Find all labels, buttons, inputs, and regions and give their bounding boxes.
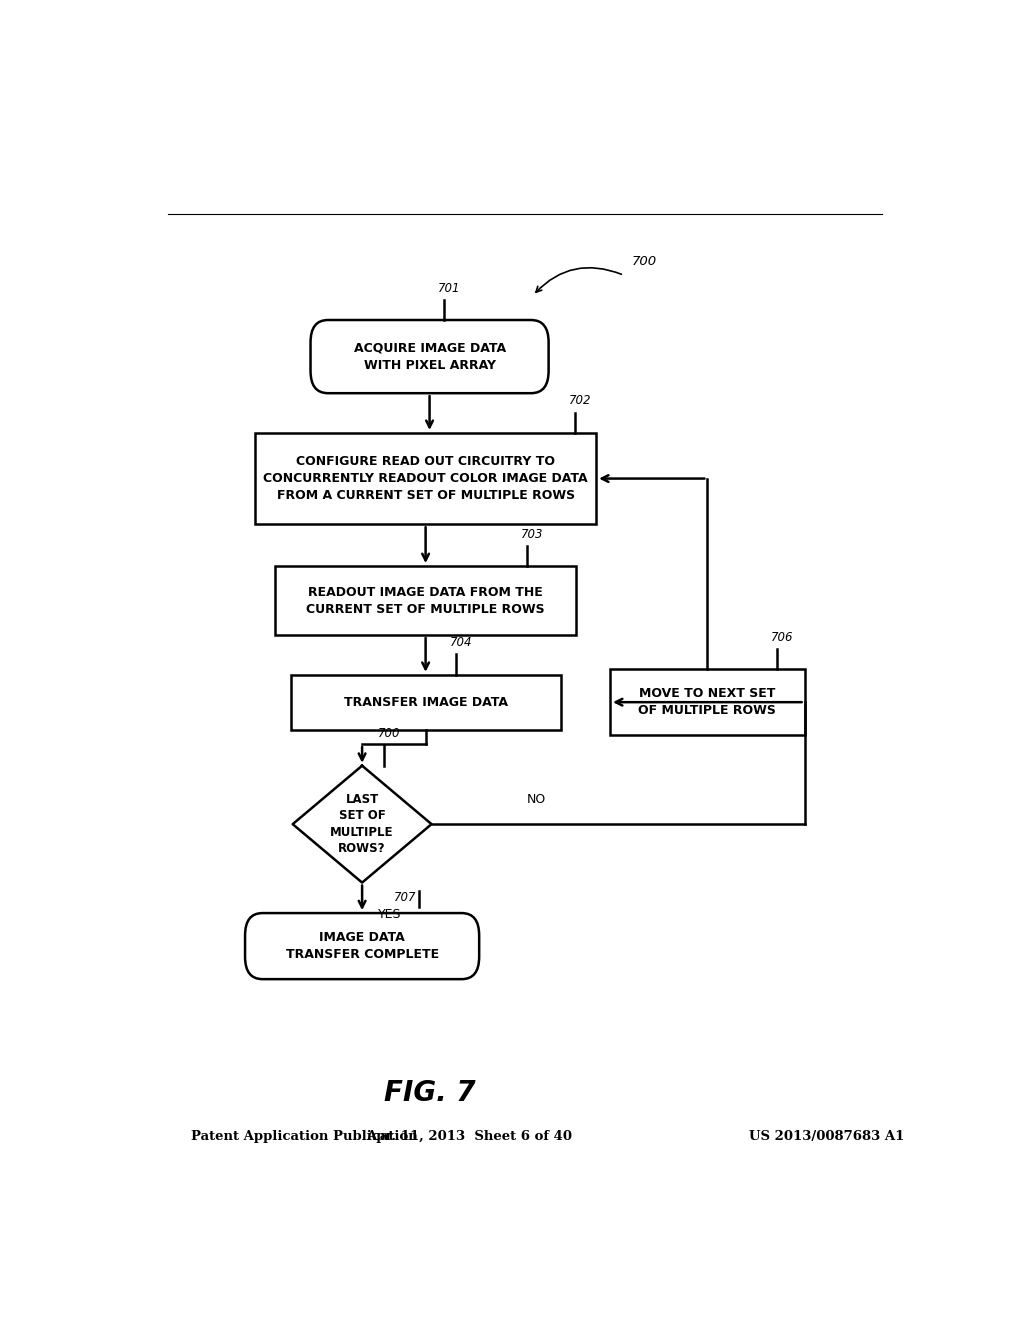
Bar xyxy=(274,566,577,635)
FancyBboxPatch shape xyxy=(310,319,549,393)
Text: YES: YES xyxy=(378,908,401,921)
Text: MOVE TO NEXT SET
OF MULTIPLE ROWS: MOVE TO NEXT SET OF MULTIPLE ROWS xyxy=(638,688,776,717)
Bar xyxy=(291,675,560,730)
Bar xyxy=(255,433,596,524)
Text: 702: 702 xyxy=(568,395,591,408)
Text: 707: 707 xyxy=(394,891,417,904)
Text: 700: 700 xyxy=(378,727,400,741)
Text: 703: 703 xyxy=(521,528,544,541)
Text: CONFIGURE READ OUT CIRCUITRY TO
CONCURRENTLY READOUT COLOR IMAGE DATA
FROM A CUR: CONFIGURE READ OUT CIRCUITRY TO CONCURRE… xyxy=(263,455,588,502)
Text: FIG. 7: FIG. 7 xyxy=(384,1080,475,1107)
Polygon shape xyxy=(293,766,431,883)
Text: US 2013/0087683 A1: US 2013/0087683 A1 xyxy=(749,1130,904,1143)
Text: 701: 701 xyxy=(437,281,460,294)
Text: NO: NO xyxy=(527,793,547,805)
Text: 706: 706 xyxy=(771,631,794,644)
Text: 700: 700 xyxy=(632,255,657,268)
Text: 704: 704 xyxy=(450,636,472,649)
Text: TRANSFER IMAGE DATA: TRANSFER IMAGE DATA xyxy=(344,696,508,709)
Text: LAST
SET OF
MULTIPLE
ROWS?: LAST SET OF MULTIPLE ROWS? xyxy=(331,793,394,855)
Text: Patent Application Publication: Patent Application Publication xyxy=(191,1130,418,1143)
Text: READOUT IMAGE DATA FROM THE
CURRENT SET OF MULTIPLE ROWS: READOUT IMAGE DATA FROM THE CURRENT SET … xyxy=(306,586,545,615)
Text: Apr. 11, 2013  Sheet 6 of 40: Apr. 11, 2013 Sheet 6 of 40 xyxy=(367,1130,572,1143)
Text: ACQUIRE IMAGE DATA
WITH PIXEL ARRAY: ACQUIRE IMAGE DATA WITH PIXEL ARRAY xyxy=(353,342,506,372)
Bar xyxy=(610,669,805,735)
FancyBboxPatch shape xyxy=(245,913,479,979)
Text: IMAGE DATA
TRANSFER COMPLETE: IMAGE DATA TRANSFER COMPLETE xyxy=(286,931,438,961)
